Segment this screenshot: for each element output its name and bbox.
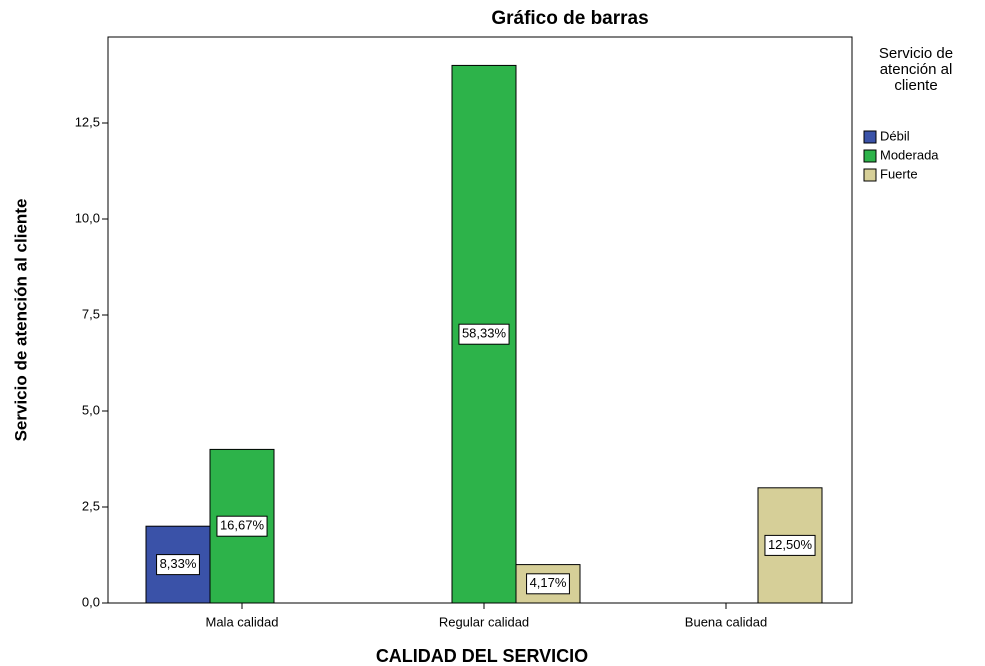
legend-label: Débil — [880, 128, 910, 143]
chart-title: Gráfico de barras — [491, 8, 648, 29]
legend-swatch — [863, 168, 877, 182]
x-tick-label: Regular calidad — [439, 614, 529, 629]
y-tick-label: 12,5 — [75, 114, 100, 129]
y-tick-label: 0,0 — [82, 594, 100, 609]
x-tick-label: Mala calidad — [206, 614, 279, 629]
data-label-box — [458, 323, 510, 345]
data-label-box — [764, 534, 816, 556]
y-tick-label: 10,0 — [75, 210, 100, 225]
legend-label: Moderada — [880, 147, 939, 162]
data-label: 4,17% — [530, 575, 567, 590]
legend-swatch — [863, 149, 877, 163]
data-label-box — [526, 573, 570, 595]
y-tick-label: 2,5 — [82, 498, 100, 513]
data-label-box — [216, 515, 268, 537]
y-tick-label: 7,5 — [82, 306, 100, 321]
data-label: 58,33% — [462, 326, 507, 341]
x-axis-label: CALIDAD DEL SERVICIO — [376, 646, 588, 666]
data-label-box — [156, 554, 200, 576]
legend-title: Servicio de atención al cliente — [878, 45, 954, 94]
data-label: 12,50% — [768, 537, 813, 552]
data-label: 16,67% — [220, 518, 265, 533]
data-label: 8,33% — [160, 556, 197, 571]
y-axis-label: Servicio de atención al cliente — [11, 199, 30, 442]
x-tick-label: Buena calidad — [685, 614, 767, 629]
legend-label: Fuerte — [880, 166, 918, 181]
legend-swatch — [863, 130, 877, 144]
y-tick-label: 5,0 — [82, 402, 100, 417]
